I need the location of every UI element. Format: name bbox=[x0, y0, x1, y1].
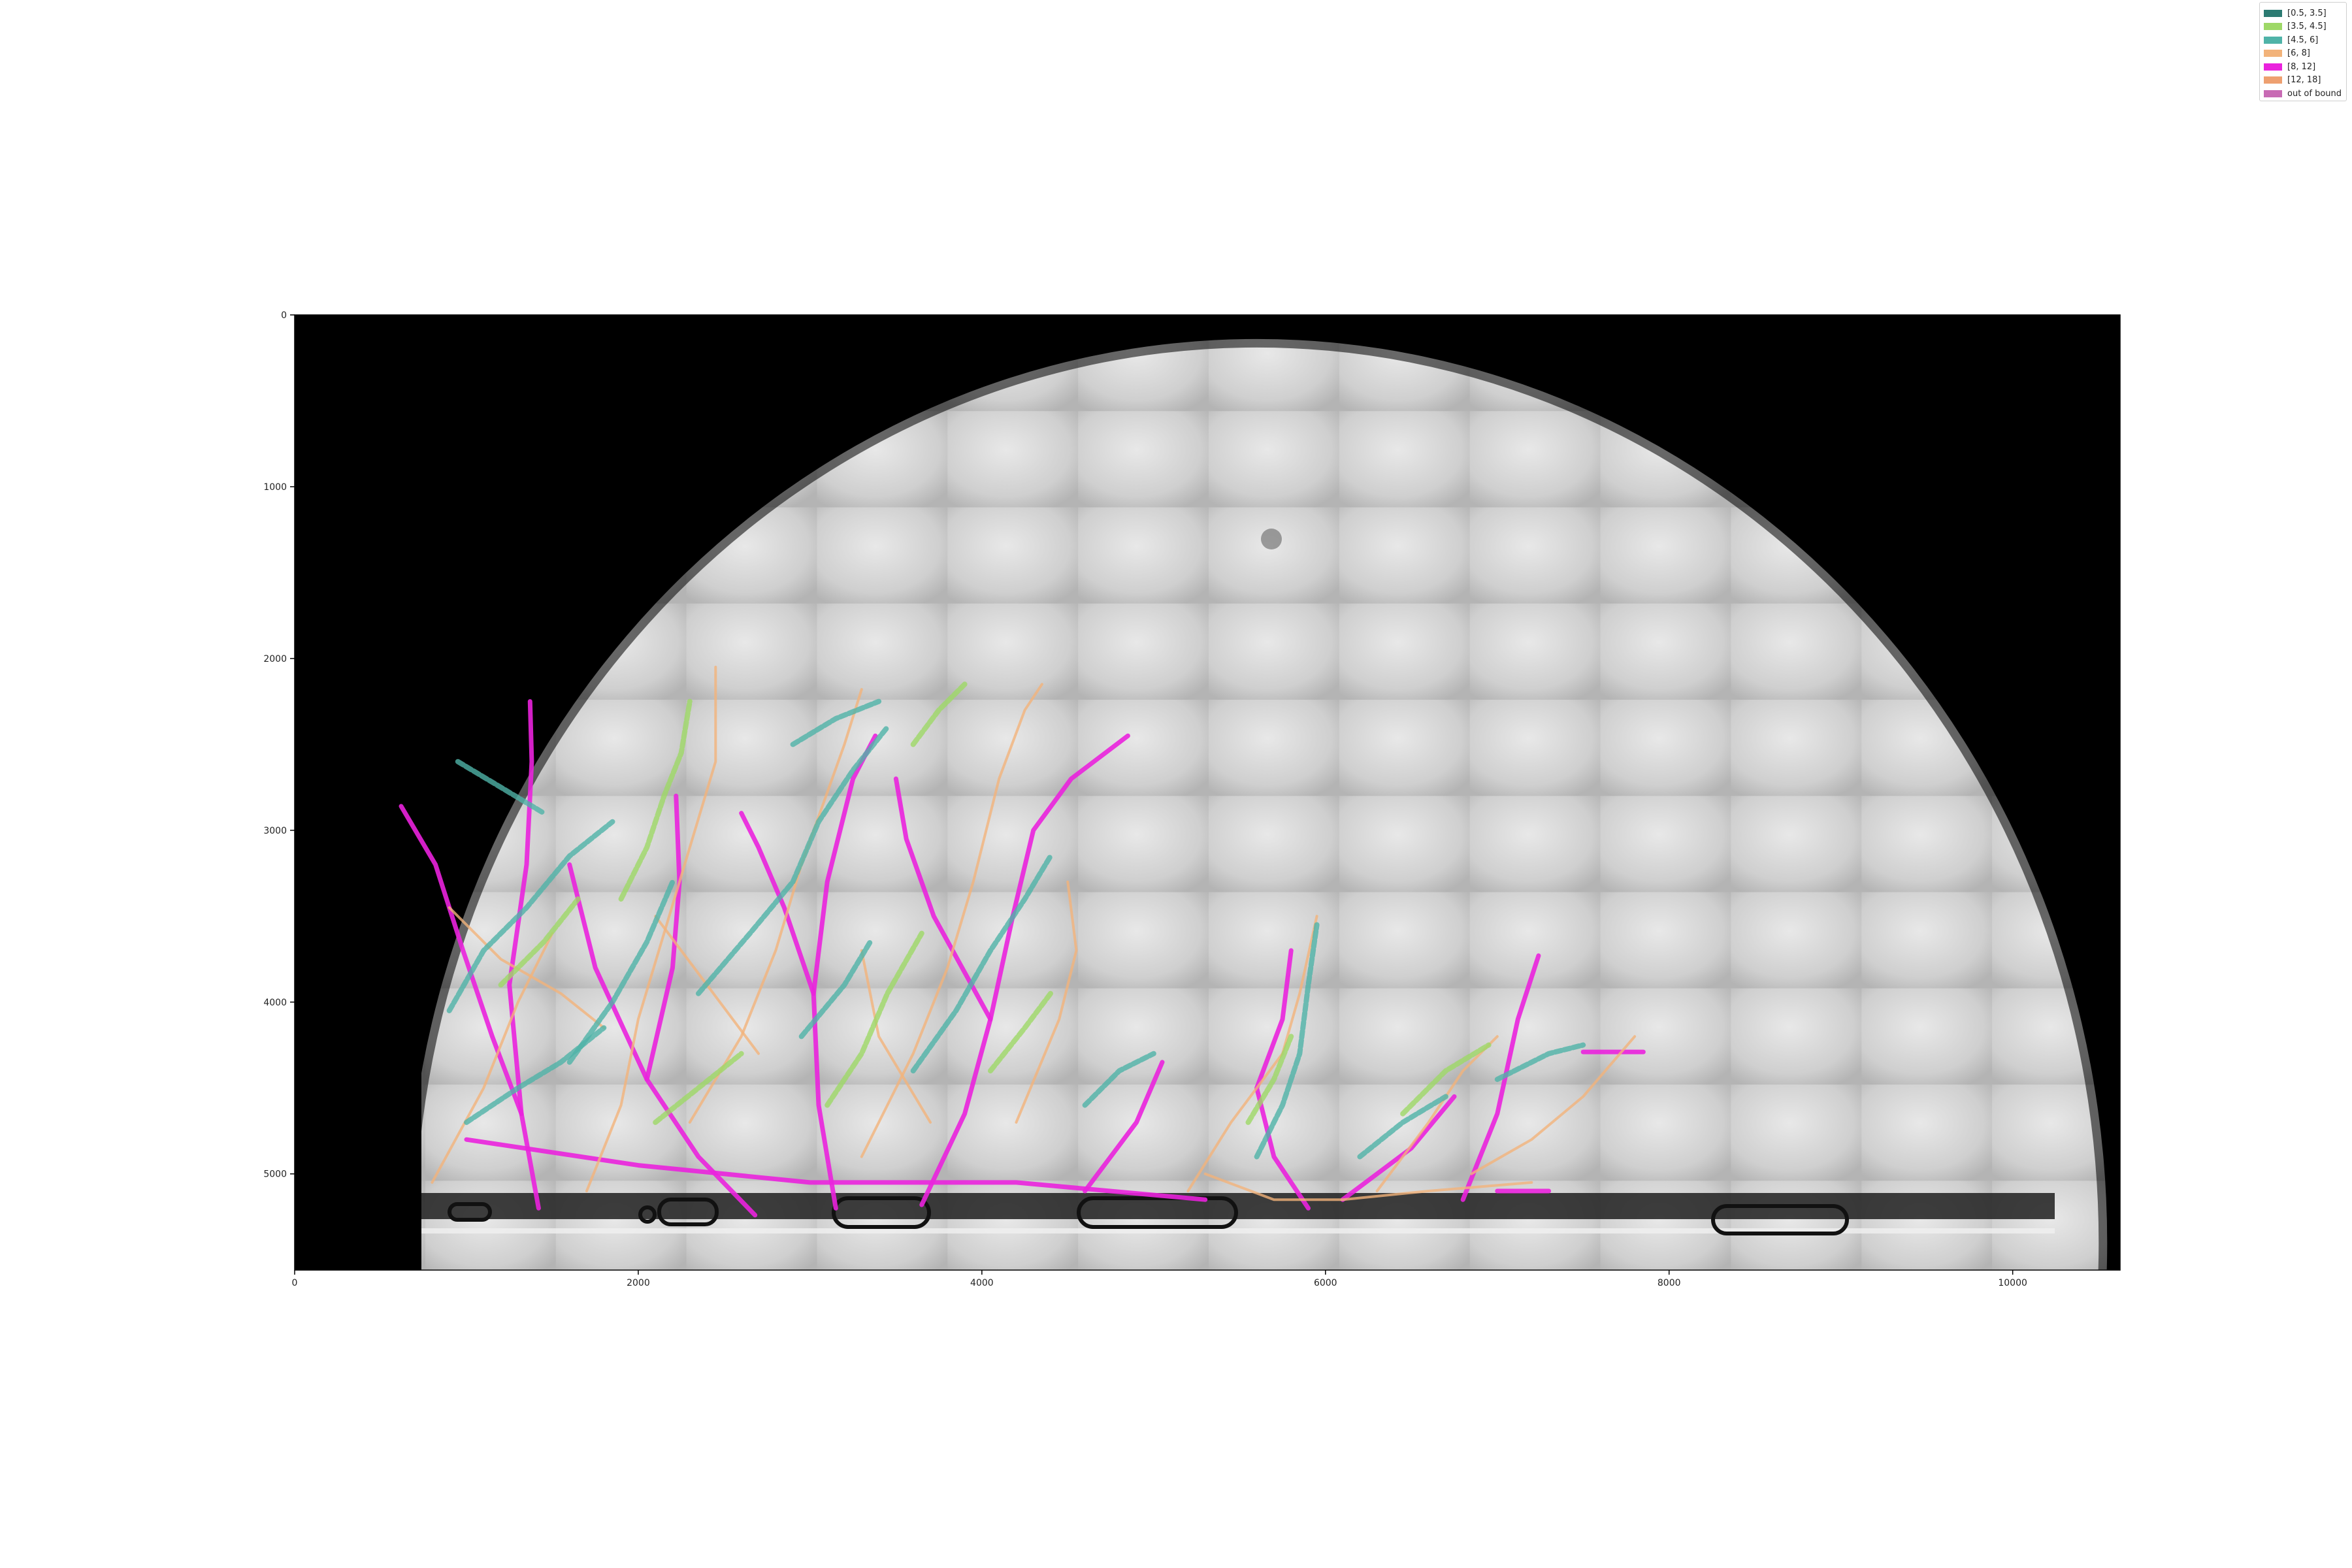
legend-label: [8, 12] bbox=[2287, 61, 2316, 72]
dust-spot bbox=[1261, 529, 1282, 549]
legend-label: [0.5, 3.5] bbox=[2287, 8, 2327, 18]
bubble-artifact bbox=[832, 1196, 931, 1229]
network-segment bbox=[860, 683, 1043, 1158]
legend-label: [6, 8] bbox=[2287, 48, 2310, 58]
network-segment bbox=[825, 930, 924, 1108]
network-segment bbox=[893, 776, 993, 1022]
network-segments bbox=[399, 666, 1646, 1218]
legend-swatch bbox=[2264, 50, 2282, 57]
network-segment bbox=[1340, 1094, 1457, 1202]
legend-label: [3.5, 4.5] bbox=[2287, 22, 2327, 31]
x-tick-label: 4000 bbox=[970, 1278, 994, 1288]
plot-area bbox=[294, 314, 2121, 1271]
network-segment bbox=[988, 990, 1053, 1073]
network-segment bbox=[653, 1051, 744, 1125]
network-segment bbox=[739, 811, 816, 996]
legend-label: out of bound bbox=[2287, 88, 2342, 99]
network-segment bbox=[399, 804, 541, 1211]
network-segment bbox=[618, 698, 693, 902]
network-segment bbox=[860, 949, 932, 1124]
network-segment bbox=[1203, 1172, 1533, 1201]
network-segment bbox=[1494, 1042, 1586, 1083]
network-segment bbox=[498, 896, 581, 988]
network-segment bbox=[798, 939, 873, 1039]
network-segment bbox=[1015, 880, 1078, 1124]
bottom-light-band bbox=[421, 1228, 2055, 1233]
network-segment bbox=[1245, 1034, 1294, 1125]
legend-swatch bbox=[2264, 9, 2282, 17]
network-segment bbox=[464, 1137, 1208, 1202]
bubble-artifact bbox=[1711, 1204, 1849, 1235]
y-tick-label: 0 bbox=[281, 310, 287, 321]
legend-entry: [0.5, 3.5] bbox=[2264, 7, 2327, 20]
microscopy-dome bbox=[406, 339, 2107, 1270]
legend-swatch bbox=[2264, 36, 2282, 44]
legend-entry: [4.5, 6] bbox=[2264, 33, 2318, 46]
network-segment bbox=[431, 932, 554, 1184]
plot-frame bbox=[294, 314, 2121, 1271]
network-segment bbox=[644, 793, 682, 1082]
network-segment bbox=[1460, 953, 1541, 1202]
network-segment bbox=[455, 759, 547, 816]
legend-label: [4.5, 6] bbox=[2287, 35, 2319, 45]
network-segment bbox=[1400, 1042, 1492, 1117]
bubble-artifacts bbox=[448, 1196, 1849, 1235]
y-tick-label: 4000 bbox=[263, 998, 287, 1008]
x-tick-label: 6000 bbox=[1314, 1278, 1337, 1288]
network-segment bbox=[910, 853, 1053, 1073]
legend-swatch bbox=[2264, 76, 2282, 84]
y-axis: 0 1000 2000 3000 4000 5000 bbox=[263, 310, 295, 1180]
network-segment bbox=[790, 698, 882, 747]
y-tick-label: 1000 bbox=[263, 482, 287, 493]
bubble-artifact bbox=[1077, 1196, 1238, 1229]
x-tick-label: 10000 bbox=[1998, 1278, 2027, 1288]
network-segment bbox=[1254, 922, 1320, 1160]
network-segment bbox=[811, 733, 878, 1211]
legend: [0.5, 3.5] [3.5, 4.5] [4.5, 6] [6, 8] [8, 12… bbox=[2259, 2, 2347, 101]
x-tick-label: 2000 bbox=[627, 1278, 650, 1288]
legend-entry: [6, 8] bbox=[2264, 47, 2310, 60]
y-tick-label: 2000 bbox=[263, 654, 287, 664]
legend-entry: [8, 12] bbox=[2264, 60, 2315, 73]
network-segment bbox=[507, 699, 534, 1117]
network-segment bbox=[464, 1025, 607, 1125]
network-segment bbox=[446, 819, 615, 1013]
legend-swatch bbox=[2264, 23, 2282, 30]
left-black-block bbox=[295, 891, 421, 1270]
network-segment bbox=[1357, 1094, 1448, 1160]
y-tick-label: 3000 bbox=[263, 826, 287, 836]
bubble-artifact bbox=[638, 1205, 657, 1224]
legend-swatch bbox=[2264, 63, 2282, 71]
x-tick-label: 0 bbox=[292, 1278, 298, 1288]
bubble-artifact bbox=[448, 1202, 492, 1222]
network-segment bbox=[1082, 1051, 1156, 1108]
network-segment bbox=[1470, 1035, 1637, 1175]
network-segment bbox=[910, 681, 968, 747]
network-segment bbox=[585, 666, 717, 1192]
network-segment bbox=[688, 688, 863, 1124]
legend-entry: [12, 18] bbox=[2264, 74, 2321, 87]
legend-label: [12, 18] bbox=[2287, 75, 2321, 85]
network-segment bbox=[566, 879, 676, 1065]
y-tick-label: 5000 bbox=[263, 1169, 287, 1180]
legend-swatch bbox=[2264, 90, 2282, 97]
network-segment bbox=[448, 906, 606, 1030]
legend-entry: out of bound bbox=[2264, 87, 2342, 100]
x-tick-label: 8000 bbox=[1658, 1278, 1681, 1288]
network-segment bbox=[1083, 1060, 1165, 1194]
x-axis: 0 2000 4000 6000 8000 10000 bbox=[292, 1270, 2027, 1288]
bubble-artifact bbox=[657, 1198, 719, 1226]
network-segment bbox=[696, 725, 890, 996]
legend-entry: [3.5, 4.5] bbox=[2264, 20, 2327, 33]
